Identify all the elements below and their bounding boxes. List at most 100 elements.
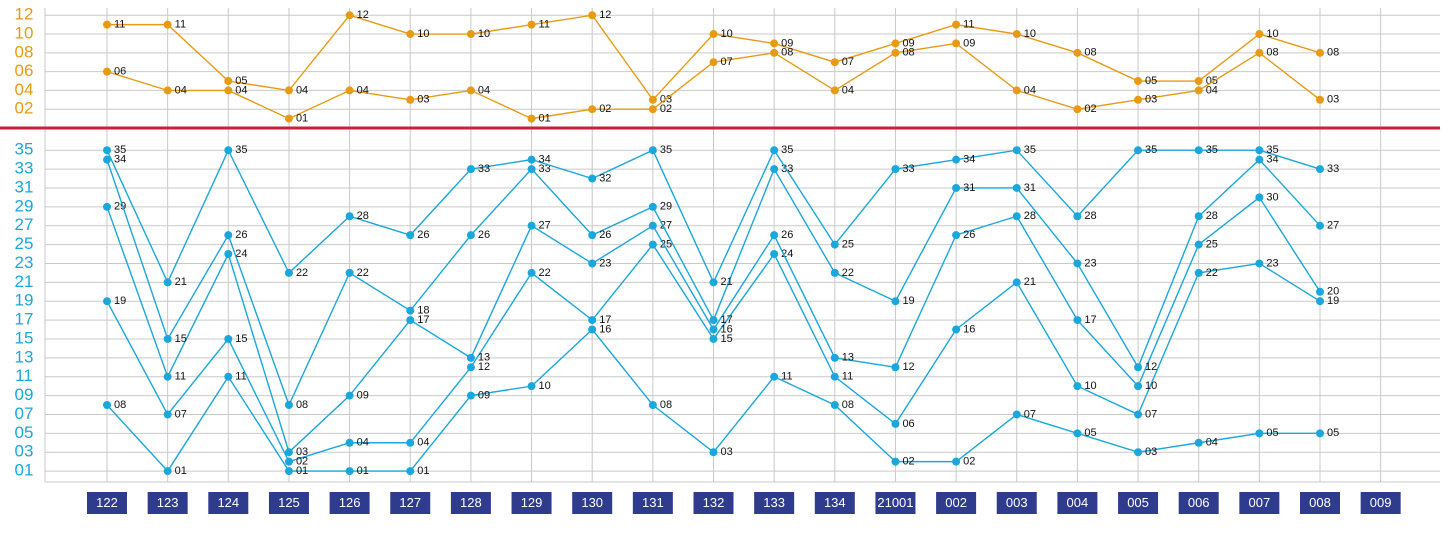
category-box — [147, 492, 188, 514]
value-label: 10 — [1024, 28, 1036, 40]
value-label: 04 — [235, 84, 247, 96]
category-box — [268, 492, 309, 514]
point — [709, 334, 718, 343]
value-label: 10 — [478, 28, 490, 40]
point — [466, 363, 475, 372]
value-label: 07 — [175, 408, 187, 420]
point — [1012, 146, 1021, 155]
category-box — [208, 492, 249, 514]
point — [466, 231, 475, 240]
value-label: 33 — [539, 163, 551, 175]
value-label: 21 — [721, 276, 733, 288]
category-box — [450, 492, 491, 514]
point — [224, 250, 233, 259]
value-label: 15 — [175, 333, 187, 345]
value-label: 17 — [1084, 314, 1096, 326]
value-label: 10 — [1266, 28, 1278, 40]
value-label: 10 — [539, 380, 551, 392]
x-tick-label: 123 — [157, 495, 179, 510]
value-label: 03 — [1145, 446, 1157, 458]
value-label: 32 — [599, 172, 611, 184]
value-label: 11 — [235, 371, 246, 383]
value-label: 01 — [417, 465, 429, 477]
y-tick-label: 17 — [15, 310, 34, 329]
value-label: 05 — [1145, 75, 1157, 87]
point — [648, 401, 657, 410]
value-label: 05 — [1327, 427, 1339, 439]
value-label: 34 — [963, 154, 975, 166]
value-label: 21 — [1024, 276, 1036, 288]
value-label: 10 — [1145, 380, 1157, 392]
value-label: 10 — [721, 28, 733, 40]
value-label: 34 — [114, 154, 126, 166]
value-label: 01 — [175, 465, 187, 477]
value-label: 01 — [539, 113, 551, 125]
value-label: 12 — [902, 361, 914, 373]
value-label: 28 — [1084, 210, 1096, 222]
point — [891, 419, 900, 428]
point — [1194, 438, 1203, 447]
point — [466, 165, 475, 174]
value-label: 27 — [539, 220, 551, 232]
point — [1073, 316, 1082, 325]
point — [103, 401, 111, 410]
point — [406, 467, 415, 476]
point — [1012, 30, 1021, 39]
point — [284, 86, 293, 95]
value-label: 11 — [175, 19, 186, 31]
point — [345, 86, 354, 95]
point — [224, 231, 233, 240]
x-tick-label: 008 — [1309, 495, 1331, 510]
point — [527, 268, 536, 277]
point — [1255, 429, 1264, 438]
category-box — [693, 492, 734, 514]
point — [406, 231, 415, 240]
value-label: 05 — [1084, 427, 1096, 439]
category-box — [511, 492, 552, 514]
value-label: 04 — [296, 84, 308, 96]
point — [1073, 212, 1082, 221]
point — [588, 325, 597, 334]
value-label: 26 — [417, 229, 429, 241]
x-tick-label: 21001 — [877, 495, 913, 510]
point — [1134, 363, 1143, 372]
point — [284, 457, 293, 466]
point — [163, 410, 172, 419]
point — [527, 20, 536, 29]
point — [1255, 155, 1264, 164]
y-tick-label: 02 — [15, 99, 34, 118]
value-label: 05 — [235, 75, 247, 87]
point — [952, 231, 961, 240]
point — [224, 146, 233, 155]
value-label: 12 — [478, 361, 490, 373]
point — [588, 174, 597, 183]
value-label: 11 — [539, 19, 550, 31]
point — [1134, 448, 1143, 457]
point — [1316, 95, 1324, 104]
point — [1194, 86, 1203, 95]
value-label: 02 — [660, 103, 672, 115]
category-box — [1118, 492, 1159, 514]
point — [891, 39, 900, 48]
value-label: 04 — [357, 437, 369, 449]
value-label: 04 — [357, 84, 369, 96]
value-label: 26 — [781, 229, 793, 241]
value-label: 07 — [721, 56, 733, 68]
y-tick-label: 06 — [15, 61, 34, 80]
point — [770, 146, 779, 155]
point — [648, 240, 657, 249]
point — [648, 105, 657, 114]
value-label: 35 — [1206, 144, 1218, 156]
point — [1134, 95, 1143, 104]
point — [588, 105, 597, 114]
value-label: 11 — [842, 371, 853, 383]
value-label: 35 — [781, 144, 793, 156]
x-tick-label: 127 — [399, 495, 421, 510]
value-label: 20 — [1327, 286, 1339, 298]
x-tick-label: 006 — [1188, 495, 1210, 510]
value-label: 09 — [478, 389, 490, 401]
y-tick-label: 04 — [15, 80, 34, 99]
value-label: 04 — [175, 84, 187, 96]
value-label: 27 — [1327, 220, 1339, 232]
value-label: 24 — [235, 248, 247, 260]
